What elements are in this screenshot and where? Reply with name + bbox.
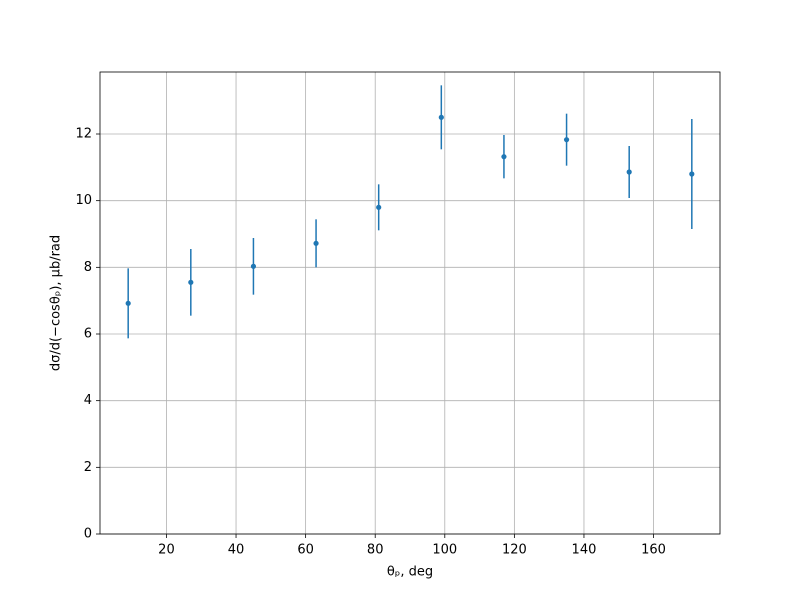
x-axis-label: θₚ, deg xyxy=(387,565,433,580)
y-tick-label: 0 xyxy=(84,527,92,542)
data-point xyxy=(188,279,194,285)
y-tick-label: 8 xyxy=(84,260,92,275)
data-point xyxy=(626,169,632,175)
y-tick-label: 4 xyxy=(84,393,92,408)
y-tick-label: 12 xyxy=(75,127,92,142)
x-tick-label: 80 xyxy=(367,543,384,558)
axes-frame xyxy=(99,71,721,535)
data-point xyxy=(250,263,257,269)
x-tick-label: 60 xyxy=(297,543,314,558)
data-point xyxy=(438,114,444,120)
y-tick-label: 2 xyxy=(84,460,92,475)
data-point xyxy=(313,240,319,246)
data-point xyxy=(501,154,507,160)
x-tick-label: 160 xyxy=(641,543,666,558)
x-tick-label: 100 xyxy=(432,543,457,558)
data-point xyxy=(376,204,382,210)
y-tick-label: 10 xyxy=(75,193,92,208)
x-tick-label: 20 xyxy=(158,543,175,558)
data-point xyxy=(563,137,570,143)
x-tick-label: 120 xyxy=(502,543,527,558)
data-point xyxy=(689,171,695,177)
x-tick-label: 40 xyxy=(228,543,245,558)
x-tick-label: 140 xyxy=(572,543,597,558)
data-point xyxy=(125,300,131,306)
y-axis-label: dσ/d(−cosθₚ), μb/rad xyxy=(49,235,64,371)
y-tick-label: 6 xyxy=(84,327,92,342)
